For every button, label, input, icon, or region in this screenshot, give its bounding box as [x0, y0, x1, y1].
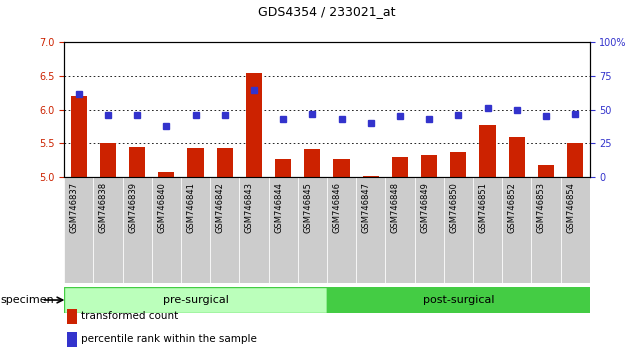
Bar — [210, 177, 239, 283]
Text: GSM746844: GSM746844 — [274, 182, 283, 233]
Text: GSM746837: GSM746837 — [70, 182, 79, 233]
Bar — [333, 159, 349, 177]
Bar — [297, 177, 327, 283]
Text: GSM746847: GSM746847 — [362, 182, 370, 233]
Text: GSM746842: GSM746842 — [216, 182, 225, 233]
Bar — [356, 177, 385, 283]
Bar — [181, 177, 210, 283]
Bar — [67, 332, 77, 347]
Bar — [327, 287, 590, 313]
Text: pre-surgical: pre-surgical — [163, 295, 228, 305]
Bar — [152, 177, 181, 283]
Text: GSM746845: GSM746845 — [303, 182, 312, 233]
Bar — [100, 143, 116, 177]
Bar — [304, 149, 320, 177]
Text: GSM746854: GSM746854 — [566, 182, 575, 233]
Bar — [64, 287, 327, 313]
Bar — [415, 177, 444, 283]
Bar — [509, 137, 525, 177]
Bar — [473, 177, 502, 283]
Bar — [275, 159, 291, 177]
Text: GSM746850: GSM746850 — [449, 182, 458, 233]
Text: GSM746839: GSM746839 — [128, 182, 137, 233]
Text: specimen: specimen — [1, 295, 54, 305]
Text: GSM746840: GSM746840 — [157, 182, 166, 233]
Bar — [421, 155, 437, 177]
Bar — [327, 177, 356, 283]
Text: post-surgical: post-surgical — [422, 295, 494, 305]
Bar — [158, 172, 174, 177]
Text: GSM746853: GSM746853 — [537, 182, 546, 233]
Bar — [217, 148, 233, 177]
Bar — [531, 177, 560, 283]
Bar — [71, 96, 87, 177]
Text: GSM746848: GSM746848 — [391, 182, 400, 233]
Text: GSM746851: GSM746851 — [479, 182, 488, 233]
Bar — [392, 157, 408, 177]
Bar — [64, 177, 94, 283]
Text: GDS4354 / 233021_at: GDS4354 / 233021_at — [258, 5, 395, 18]
Bar — [269, 177, 297, 283]
Bar — [122, 177, 152, 283]
Bar — [129, 147, 145, 177]
Bar — [239, 177, 269, 283]
Bar — [538, 165, 554, 177]
Text: GSM746849: GSM746849 — [420, 182, 429, 233]
Bar — [94, 177, 122, 283]
Bar — [567, 143, 583, 177]
Bar — [187, 148, 204, 177]
Bar — [385, 177, 415, 283]
Bar — [450, 152, 467, 177]
Bar — [479, 125, 495, 177]
Bar — [363, 176, 379, 177]
Text: GSM746843: GSM746843 — [245, 182, 254, 233]
Bar — [560, 177, 590, 283]
Text: GSM746846: GSM746846 — [333, 182, 342, 233]
Bar — [67, 309, 77, 324]
Text: GSM746852: GSM746852 — [508, 182, 517, 233]
Text: GSM746841: GSM746841 — [187, 182, 196, 233]
Text: transformed count: transformed count — [81, 312, 179, 321]
Text: percentile rank within the sample: percentile rank within the sample — [81, 335, 257, 344]
Bar — [246, 73, 262, 177]
Text: GSM746838: GSM746838 — [99, 182, 108, 233]
Bar — [502, 177, 531, 283]
Bar — [444, 177, 473, 283]
